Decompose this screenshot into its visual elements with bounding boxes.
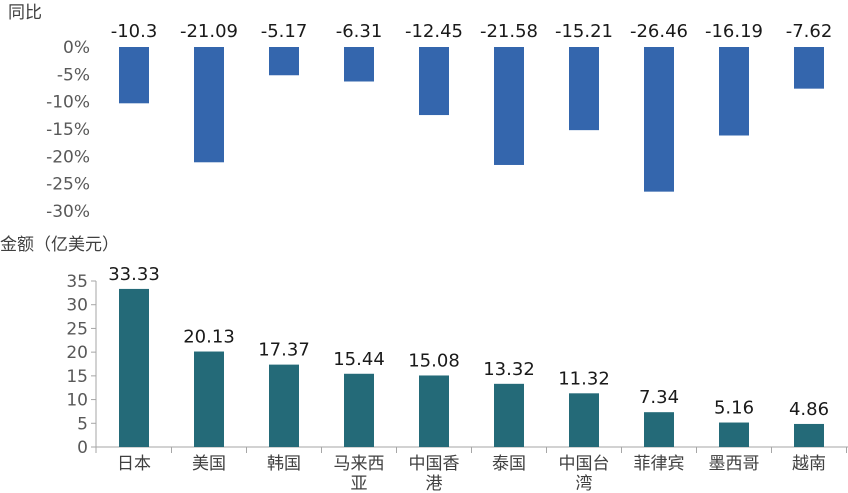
- amount-value-label: 5.16: [714, 398, 754, 419]
- category-label: 墨西哥: [709, 454, 760, 474]
- yoy-bar: [269, 47, 299, 76]
- category-label: 韩国: [267, 454, 301, 474]
- category-label: 中国台湾: [559, 454, 610, 493]
- yoy-value-label: -26.46: [630, 21, 688, 42]
- amount-value-label: 33.33: [108, 264, 160, 285]
- amount-bar: [644, 412, 674, 447]
- yoy-tick-label: 0%: [63, 38, 90, 58]
- category-label: 日本: [117, 454, 151, 474]
- category-label: 菲律宾: [634, 454, 685, 474]
- yoy-value-label: -12.45: [405, 21, 463, 42]
- category-label: 越南: [792, 454, 826, 474]
- yoy-axis-title: 同比: [8, 3, 42, 23]
- amount-bar: [719, 422, 749, 447]
- amount-tick-label: 15: [66, 367, 88, 387]
- amount-bar: [419, 375, 449, 447]
- yoy-bar-chart: 同比 0% -5% -10% -15% -20% -25% -30% -10.3 -21.09 -…: [8, 3, 832, 222]
- yoy-tick-label: -5%: [57, 65, 90, 85]
- amount-tick-label: 10: [66, 391, 88, 411]
- yoy-tick-label: -25%: [46, 175, 90, 195]
- amount-value-label: 20.13: [183, 327, 235, 348]
- category-label: 美国: [192, 454, 226, 474]
- yoy-bar: [569, 47, 599, 131]
- yoy-value-label: -21.58: [480, 21, 538, 42]
- amount-value-label: 15.44: [333, 349, 385, 370]
- amount-bar: [494, 383, 524, 447]
- amount-value-label: 13.32: [483, 359, 535, 380]
- yoy-value-label: -15.21: [555, 21, 613, 42]
- amount-value-label: 4.86: [789, 399, 829, 420]
- yoy-bar: [644, 47, 674, 192]
- amount-value-label: 15.08: [408, 350, 460, 371]
- amount-axis-title: 金额（亿美元）: [0, 235, 119, 255]
- yoy-bar: [494, 47, 524, 165]
- amount-bar: [794, 423, 824, 447]
- yoy-value-label: -10.3: [111, 21, 158, 42]
- yoy-tick-label: -15%: [46, 120, 90, 140]
- category-label: 泰国: [492, 454, 526, 474]
- amount-value-label: 17.37: [258, 340, 310, 361]
- amount-bar: [269, 364, 299, 447]
- yoy-value-label: -21.09: [180, 21, 238, 42]
- yoy-bar: [344, 47, 374, 82]
- amount-value-label: 7.34: [639, 387, 679, 408]
- yoy-bar: [419, 47, 449, 116]
- yoy-value-label: -6.31: [336, 21, 383, 42]
- yoy-tick-label: -20%: [46, 147, 90, 167]
- yoy-tick-label: -30%: [46, 202, 90, 222]
- yoy-bar: [719, 47, 749, 136]
- yoy-value-label: -16.19: [705, 21, 763, 42]
- yoy-value-label: -5.17: [261, 21, 308, 42]
- amount-bar: [119, 288, 149, 447]
- category-label: 马来西亚: [334, 454, 385, 493]
- yoy-value-label: -7.62: [786, 21, 833, 42]
- amount-tick-label: 5: [77, 414, 88, 434]
- amount-bar: [344, 373, 374, 447]
- amount-bar: [194, 351, 224, 447]
- amount-tick-label: 20: [66, 343, 88, 363]
- yoy-tick-label: -10%: [46, 93, 90, 113]
- amount-tick-label: 0: [77, 438, 88, 458]
- amount-tick-label: 30: [66, 296, 88, 316]
- amount-value-label: 11.32: [558, 368, 610, 389]
- amount-tick-label: 25: [66, 319, 88, 339]
- amount-tick-label: 35: [66, 272, 88, 292]
- amount-bar: [569, 393, 599, 447]
- yoy-bar: [119, 47, 149, 104]
- yoy-bar: [794, 47, 824, 89]
- category-label: 中国香港: [409, 454, 460, 493]
- yoy-bar: [194, 47, 224, 163]
- amount-bar-chart: 金额（亿美元） 0 5 10 15 20 25 30 35 33.33 日本 20.13 美国 17.3…: [0, 235, 848, 493]
